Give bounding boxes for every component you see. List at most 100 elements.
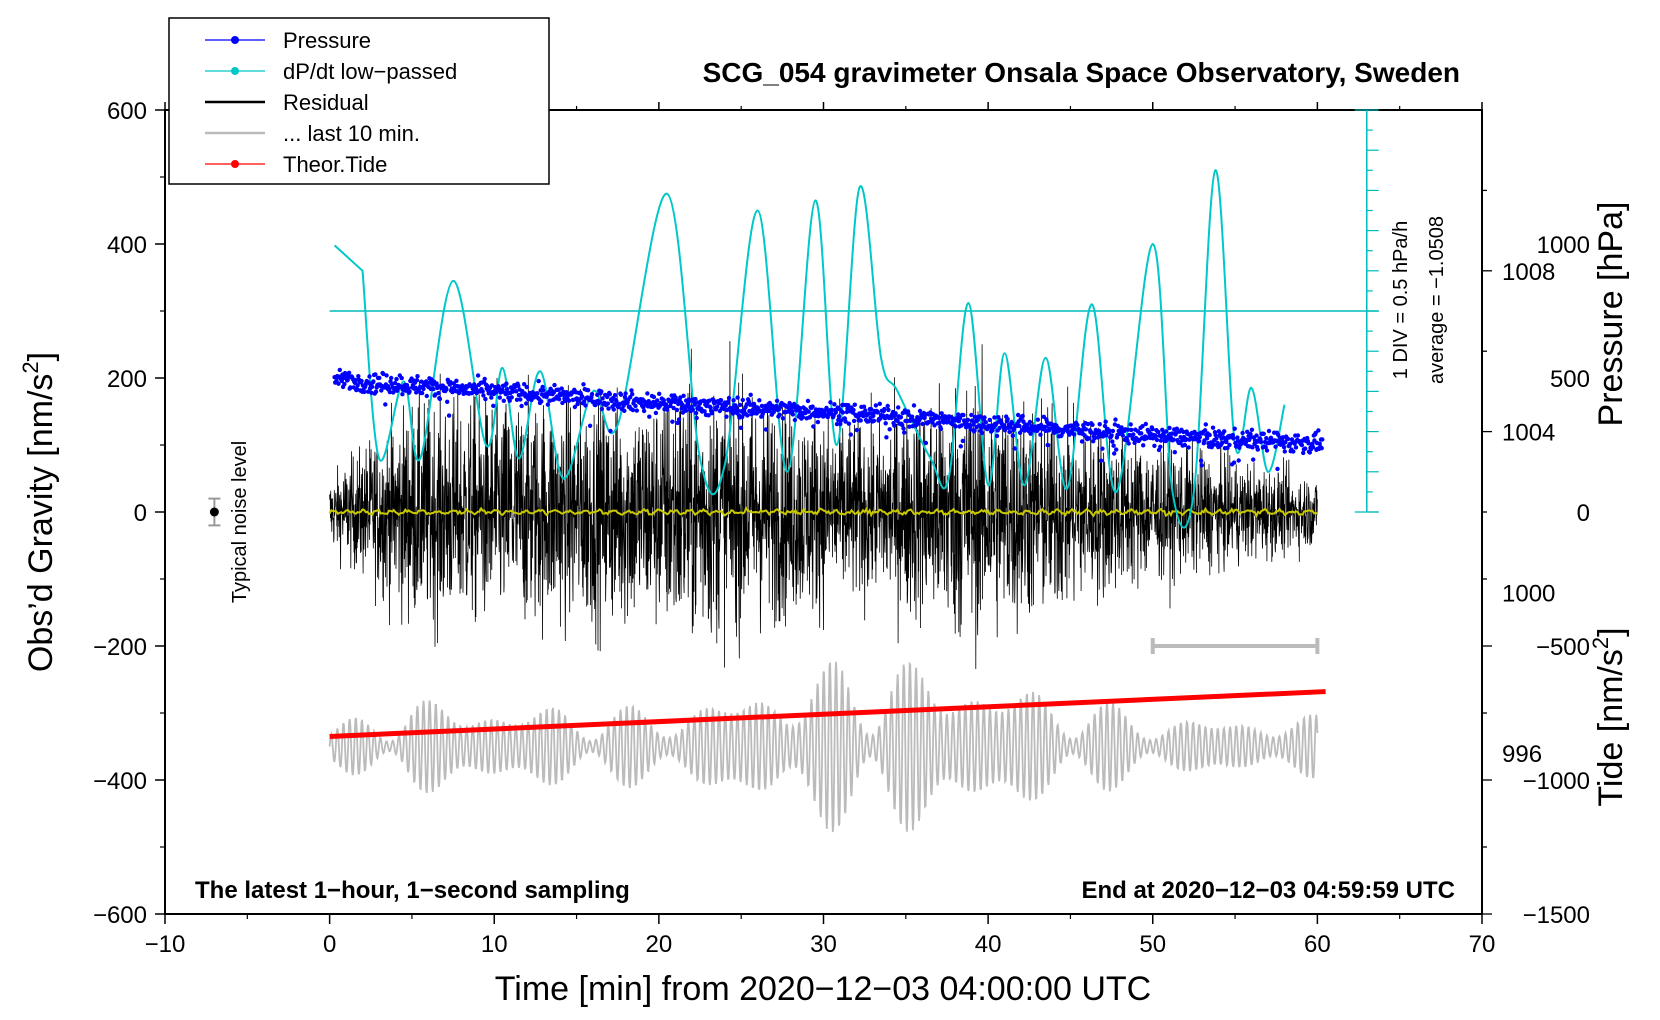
pressure-point	[920, 421, 925, 427]
pressure-point	[1186, 445, 1191, 450]
y-tick-label: 200	[107, 366, 147, 393]
pressure-point	[1097, 422, 1102, 427]
pressure-point	[690, 407, 695, 412]
pressure-axis-label: Pressure [hPa]	[1592, 202, 1630, 427]
pressure-point	[968, 427, 973, 432]
pressure-point	[1145, 435, 1150, 440]
pressure-point	[514, 389, 519, 394]
pressure-point	[433, 392, 438, 397]
pressure-point	[668, 403, 673, 409]
y-tick-label: −200	[93, 634, 147, 661]
pressure-point	[414, 378, 420, 383]
pressure-point	[595, 392, 600, 397]
pressure-point	[763, 427, 769, 432]
pressure-point	[599, 406, 605, 412]
y-tick-label: 600	[107, 98, 147, 125]
pressure-point	[1071, 432, 1077, 437]
pressure-point	[581, 399, 587, 404]
pressure-point	[1211, 442, 1216, 447]
pressure-point	[471, 389, 476, 395]
pressure-point	[1129, 427, 1134, 433]
pressure-point	[661, 398, 666, 403]
pressure-point	[547, 398, 553, 403]
pressure-tick-label: 1004	[1502, 420, 1555, 447]
pressure-point	[614, 399, 619, 404]
pressure-point	[1158, 438, 1164, 443]
pressure-point	[585, 388, 591, 393]
pressure-point	[336, 381, 341, 386]
pressure-point	[915, 421, 921, 426]
pressure-point	[709, 411, 715, 416]
pressure-point	[1125, 427, 1131, 432]
pressure-point	[1158, 444, 1163, 449]
pressure-point	[1110, 439, 1115, 444]
y-tick-label: 400	[107, 232, 147, 259]
pressure-point	[1239, 441, 1244, 446]
pressure-point	[718, 398, 724, 403]
pressure-point	[736, 408, 741, 413]
pressure-point	[1120, 433, 1126, 438]
pressure-point	[356, 374, 361, 379]
pressure-point	[848, 432, 853, 437]
pressure-point	[657, 391, 662, 396]
pressure-point	[885, 403, 890, 409]
pressure-point	[777, 412, 782, 417]
pressure-point	[379, 388, 384, 393]
pressure-point	[1273, 444, 1278, 449]
pressure-point	[383, 402, 388, 407]
pressure-point	[1236, 458, 1241, 463]
pressure-point	[1320, 437, 1325, 442]
tide-tick-label: 0	[1577, 500, 1590, 527]
pressure-point	[1160, 427, 1165, 432]
pressure-point	[1100, 446, 1105, 451]
pressure-point	[424, 393, 429, 399]
pressure-point	[1319, 446, 1324, 451]
pressure-point	[1182, 442, 1187, 448]
tide-axis-label-sup: 2	[1588, 637, 1613, 649]
pressure-point	[552, 382, 557, 388]
pressure-point	[605, 401, 610, 406]
pressure-point	[738, 402, 743, 408]
pressure-point	[1197, 434, 1203, 440]
pressure-point	[907, 424, 912, 429]
pressure-point	[1171, 437, 1176, 442]
pressure-point	[1087, 436, 1092, 441]
pressure-point	[923, 440, 929, 446]
pressure-point	[446, 413, 452, 418]
pressure-point	[510, 389, 516, 394]
pressure-point	[871, 413, 876, 419]
pressure-point	[905, 409, 911, 414]
pressure-point	[524, 401, 529, 406]
pressure-point	[1293, 445, 1299, 450]
pressure-point	[1237, 445, 1242, 450]
pressure-point	[1221, 435, 1226, 440]
pressure-point	[629, 388, 634, 393]
pressure-point	[979, 425, 984, 431]
pressure-point	[483, 396, 488, 402]
pressure-point	[1092, 436, 1097, 441]
pressure-point	[1109, 433, 1114, 438]
pressure-point	[1231, 460, 1237, 465]
pressure-point	[1154, 437, 1160, 443]
pressure-point	[1131, 432, 1136, 437]
pressure-point	[726, 395, 732, 401]
pressure-point	[1207, 432, 1212, 438]
pressure-point	[491, 403, 496, 408]
pressure-point	[840, 410, 846, 415]
pressure-point	[651, 394, 657, 400]
pressure-point	[622, 408, 627, 413]
y-axis-label-sup: 2	[18, 361, 43, 373]
pressure-point	[1204, 436, 1210, 441]
pressure-point	[489, 395, 494, 400]
pressure-point	[1202, 428, 1208, 433]
pressure-point	[694, 415, 699, 421]
pressure-point	[668, 400, 674, 405]
pressure-point	[1282, 449, 1288, 454]
pressure-point	[792, 417, 798, 423]
pressure-point	[1104, 433, 1109, 438]
pressure-point	[1198, 458, 1204, 463]
pressure-point	[540, 384, 545, 390]
pressure-point	[365, 389, 371, 394]
pressure-point	[607, 392, 612, 397]
pressure-point	[481, 393, 486, 398]
